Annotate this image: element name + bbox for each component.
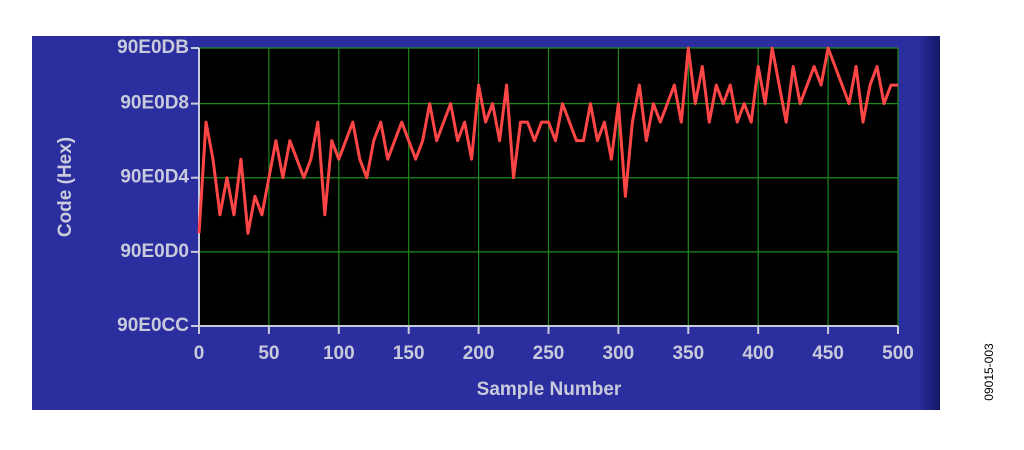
x-tick-label: 50 [258,343,279,364]
y-tick-label: 90E0DB [117,37,189,58]
x-tick-label: 100 [323,343,355,364]
x-axis-label: Sample Number [477,379,622,400]
y-tick-label: 90E0CC [117,315,189,336]
y-tick-label: 90E0D0 [120,241,189,262]
x-tick-label: 0 [194,343,205,364]
x-tick-label: 250 [533,343,565,364]
y-axis-label: Code (Hex) [55,137,76,237]
y-tick-label: 90E0D8 [120,93,189,114]
figure-id: 09015-003 [982,343,996,401]
x-tick-label: 350 [672,343,704,364]
x-tick-label: 500 [882,343,914,364]
panel-edge [918,36,940,410]
x-tick-label: 300 [603,343,635,364]
y-tick-label: 90E0D4 [120,167,189,188]
data-line [197,46,898,235]
x-tick-label: 150 [393,343,425,364]
x-tick-label: 400 [742,343,774,364]
x-tick-label: 200 [463,343,495,364]
x-tick-label: 450 [812,343,844,364]
